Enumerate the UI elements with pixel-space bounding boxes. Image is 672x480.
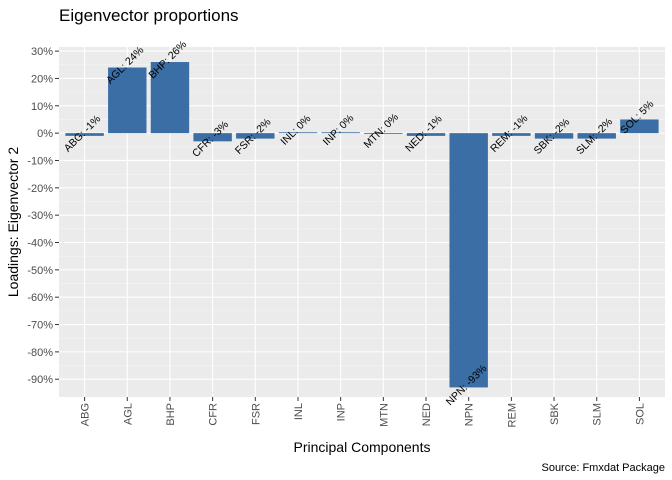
plot-panel: [59, 47, 665, 397]
y-tick-label: -90%: [27, 374, 53, 386]
chart-title: Eigenvector proportions: [59, 6, 239, 25]
bar-ned: [406, 133, 446, 136]
bar-inl: [278, 132, 318, 134]
y-tick-label: -30%: [27, 210, 53, 222]
x-tick-label: SLM: [592, 403, 604, 426]
bar-cfr: [193, 133, 232, 142]
y-axis: 30% 20% 10% 0% -10% -20% -30% -40% -50% -60% -70% -…: [27, 46, 59, 386]
bar-sbk: [534, 133, 574, 139]
bar-inp: [321, 132, 360, 134]
x-tick-label: MTN: [378, 403, 390, 427]
bar-abg: [65, 133, 104, 136]
x-tick-label: REM: [506, 403, 518, 427]
bar-mtn: [364, 133, 403, 134]
x-tick-label: NPN: [464, 403, 476, 426]
y-tick-label: -60%: [27, 292, 53, 304]
x-tick-label: ABG: [80, 403, 92, 426]
x-tick-label: BHP: [165, 403, 177, 426]
y-tick-label: -70%: [27, 320, 53, 332]
bar-npn: [449, 133, 488, 388]
y-tick-label: -40%: [27, 238, 53, 250]
y-tick-label: 20%: [31, 73, 53, 85]
x-tick-label: AGL: [122, 403, 134, 425]
y-tick-label: 30%: [31, 46, 53, 58]
bar-fsr: [236, 133, 275, 139]
bar-slm: [577, 133, 616, 139]
x-axis: ABG AGL BHP CFR FSR INL INP MTN NED NPN REM SBK SLM S…: [80, 397, 646, 427]
y-tick-label: 0%: [37, 128, 53, 140]
x-tick-label: INL: [293, 403, 305, 420]
bar-bhp: [150, 62, 190, 134]
y-tick-label: -20%: [27, 183, 53, 195]
x-tick-label: INP: [336, 403, 348, 421]
grid-lines: [59, 47, 665, 397]
x-tick-label: CFR: [208, 403, 220, 426]
y-tick-label: -50%: [27, 265, 53, 277]
x-tick-label: SBK: [549, 402, 561, 425]
y-tick-label: -10%: [27, 155, 53, 167]
x-tick-label: NED: [421, 403, 433, 426]
y-axis-title: Loadings: Eigenvector 2: [5, 147, 21, 297]
bars: [65, 62, 659, 388]
bar-sol: [620, 119, 659, 134]
bar-agl: [108, 67, 147, 134]
y-tick-label: -80%: [27, 347, 53, 359]
source-caption: Source: Fmxdat Package: [541, 462, 665, 474]
y-tick-label: 10%: [31, 101, 53, 113]
x-axis-title: Principal Components: [294, 439, 431, 455]
bar-rem: [492, 133, 531, 136]
x-tick-label: FSR: [250, 403, 262, 425]
x-tick-label: SOL: [634, 403, 646, 425]
